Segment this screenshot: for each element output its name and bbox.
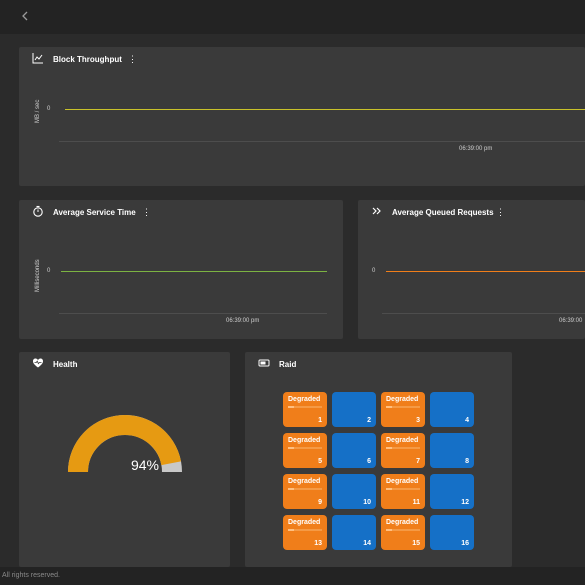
- raid-disk-5[interactable]: Degraded 5: [283, 433, 327, 468]
- y-tick-label: 0: [372, 268, 376, 274]
- disk-status: Degraded: [288, 396, 321, 403]
- raid-disk-15[interactable]: Degraded 15: [381, 515, 425, 550]
- x-tick-label: 06:39:00: [559, 318, 583, 324]
- panel-title: Health: [53, 360, 78, 369]
- gauge-fill: [68, 415, 181, 473]
- raid-disk-14[interactable]: 14: [332, 515, 376, 550]
- disk-status: Degraded: [288, 437, 321, 444]
- disk-number: 2: [367, 417, 371, 424]
- more-options-button[interactable]: ⋮: [128, 54, 137, 64]
- raid-disk-12[interactable]: 12: [430, 474, 474, 509]
- top-bar: [0, 0, 585, 34]
- footer-text: All rights reserved.: [2, 572, 60, 579]
- panel-title: Raid: [279, 360, 297, 369]
- disk-progress-bar: [386, 406, 420, 408]
- raid-panel: Raid Degraded 1 2 Degraded 3 4 Degraded 5 6 Degra…: [245, 352, 512, 567]
- disk-number: 6: [367, 458, 371, 465]
- disk-number: 7: [416, 458, 420, 465]
- disk-status: Degraded: [386, 437, 419, 444]
- disk-number: 13: [314, 540, 322, 547]
- disk-status: Degraded: [386, 478, 419, 485]
- panel-title: Block Throughput: [53, 55, 122, 64]
- avg-queued-requests-panel: Average Queued Requests ⋮ 0 06:39:00: [358, 200, 585, 339]
- line-chart-icon: [32, 53, 43, 64]
- x-axis-line: [59, 141, 585, 142]
- disk-number: 15: [412, 540, 420, 547]
- disk-number: 9: [318, 499, 322, 506]
- raid-disk-6[interactable]: 6: [332, 433, 376, 468]
- double-chevron-right-icon: [372, 207, 381, 215]
- disk-status: Degraded: [288, 478, 321, 485]
- avg-service-time-panel: Average Service Time ⋮ Milliseconds 0 06…: [19, 200, 343, 339]
- y-tick-label: 0: [47, 106, 51, 112]
- disk-progress-bar: [288, 406, 322, 408]
- heart-pulse-icon: [33, 358, 43, 368]
- health-gauge: [68, 415, 182, 473]
- disk-progress-bar: [386, 447, 420, 449]
- throughput-series-line: [65, 109, 585, 110]
- health-percent: 94%: [130, 457, 160, 473]
- disk-number: 16: [461, 540, 469, 547]
- block-throughput-panel: Block Throughput ⋮ MB / sec 0 06:39:00 p…: [19, 47, 585, 186]
- raid-disk-9[interactable]: Degraded 9: [283, 474, 327, 509]
- disk-number: 11: [412, 499, 420, 506]
- x-tick-label: 06:39:00 pm: [459, 146, 493, 152]
- y-axis-label: Milliseconds: [35, 259, 41, 292]
- disk-progress-bar: [288, 447, 322, 449]
- disk-number: 5: [318, 458, 322, 465]
- raid-disk-11[interactable]: Degraded 11: [381, 474, 425, 509]
- raid-disk-7[interactable]: Degraded 7: [381, 433, 425, 468]
- service-time-series-line: [61, 271, 327, 272]
- raid-disk-1[interactable]: Degraded 1: [283, 392, 327, 427]
- raid-disk-16[interactable]: 16: [430, 515, 474, 550]
- raid-disk-4[interactable]: 4: [430, 392, 474, 427]
- panel-title: Average Queued Requests: [392, 208, 494, 217]
- disk-status: Degraded: [386, 396, 419, 403]
- x-axis-line: [382, 313, 585, 314]
- chevron-left-icon: [22, 11, 28, 21]
- disk-status: Degraded: [288, 519, 321, 526]
- raid-disk-8[interactable]: 8: [430, 433, 474, 468]
- disk-status: Degraded: [386, 519, 419, 526]
- y-tick-label: 0: [47, 268, 51, 274]
- x-tick-label: 06:39:00 pm: [226, 318, 260, 324]
- health-panel: Health 94%: [19, 352, 230, 567]
- queued-requests-series-line: [386, 271, 585, 272]
- disk-number: 14: [363, 540, 371, 547]
- disk-number: 1: [318, 417, 322, 424]
- disk-progress-bar: [386, 529, 420, 531]
- x-axis-line: [59, 313, 327, 314]
- disk-number: 10: [363, 499, 371, 506]
- disk-number: 4: [465, 417, 469, 424]
- footer: All rights reserved.: [0, 567, 585, 585]
- panel-title: Average Service Time: [53, 208, 136, 217]
- back-button[interactable]: [18, 8, 32, 24]
- raid-disk-2[interactable]: 2: [332, 392, 376, 427]
- disk-number: 8: [465, 458, 469, 465]
- raid-disk-grid: Degraded 1 2 Degraded 3 4 Degraded 5 6 Degraded 7 8…: [283, 392, 474, 550]
- raid-disk-3[interactable]: Degraded 3: [381, 392, 425, 427]
- disk-progress-bar: [288, 488, 322, 490]
- disk-number: 3: [416, 417, 420, 424]
- disk-number: 12: [461, 499, 469, 506]
- raid-disk-13[interactable]: Degraded 13: [283, 515, 327, 550]
- disk-progress-bar: [288, 529, 322, 531]
- y-axis-label: MB / sec: [35, 99, 41, 123]
- more-options-button[interactable]: ⋮: [142, 207, 151, 217]
- raid-disk-10[interactable]: 10: [332, 474, 376, 509]
- disk-progress-bar: [386, 488, 420, 490]
- stopwatch-icon: [33, 205, 43, 217]
- more-options-button[interactable]: ⋮: [496, 207, 505, 217]
- drive-icon: [258, 359, 270, 367]
